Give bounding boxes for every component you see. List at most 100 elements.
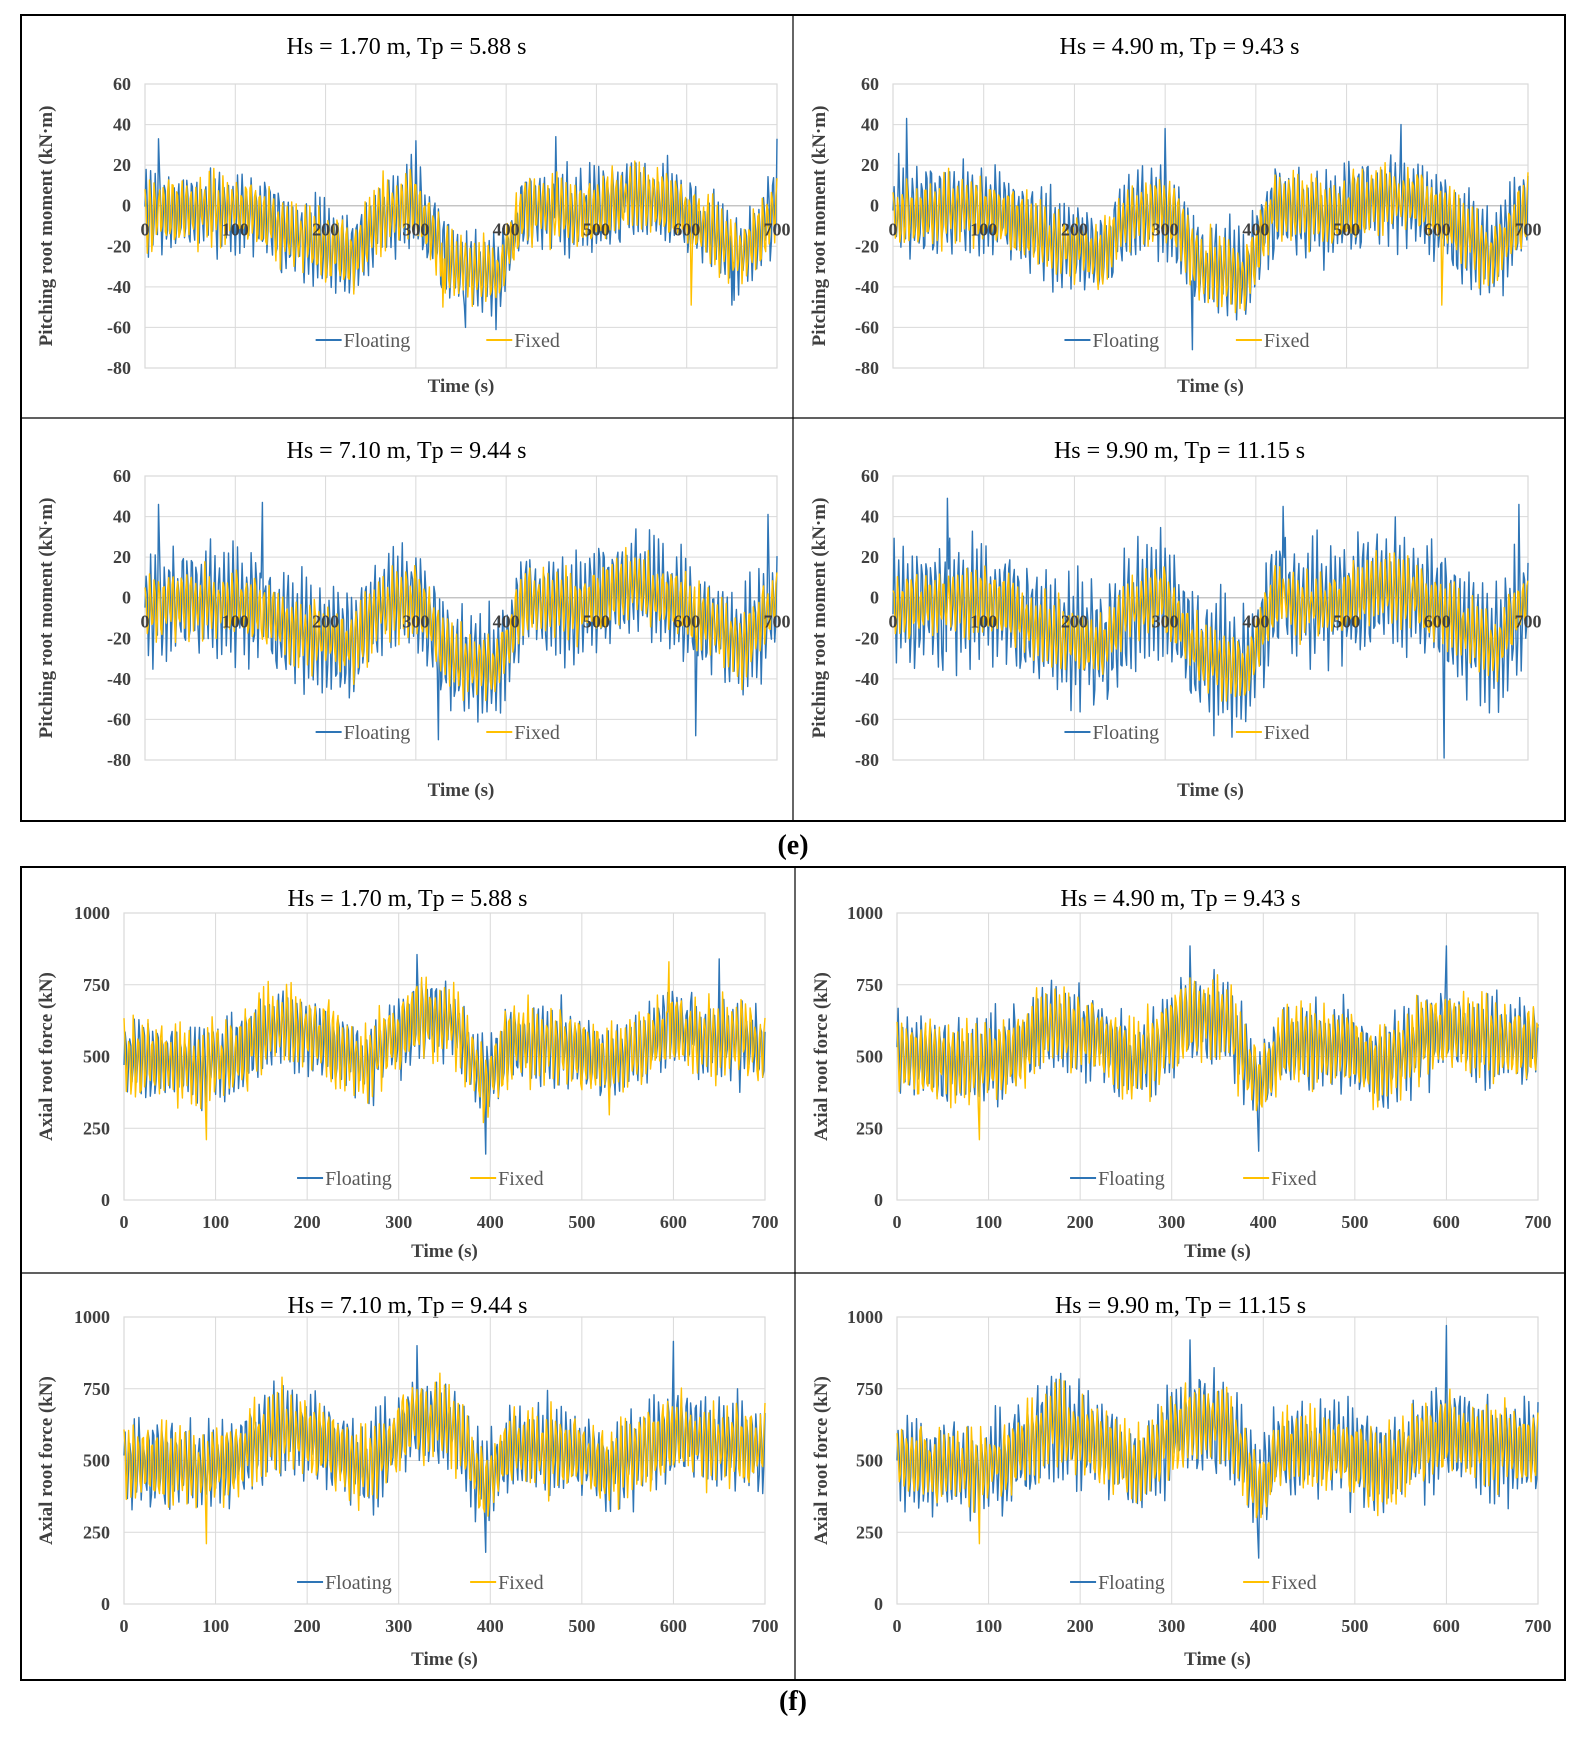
x-tick-label: 200 [294,1616,321,1636]
y-tick-label: 1000 [847,1307,883,1327]
x-tick-label: 200 [1067,1212,1094,1232]
y-tick-label: -80 [855,358,879,378]
legend-fixed-label: Fixed [498,1572,544,1594]
x-tick-label: 300 [1158,1616,1185,1636]
x-axis-title: Time (s) [428,376,495,397]
y-tick-label: 250 [856,1118,883,1138]
x-tick-label: 500 [568,1616,595,1636]
y-tick-label: -60 [107,317,131,337]
y-tick-label: 0 [874,1594,883,1614]
x-tick-label: 500 [583,612,610,632]
x-tick-label: 600 [1424,612,1451,632]
x-tick-label: 500 [1333,220,1360,240]
x-axis-title: Time (s) [1184,1241,1251,1262]
panel-f-label: (f) [779,1686,807,1717]
legend-floating-label: Floating [1098,1572,1165,1594]
x-tick-label: 300 [402,612,429,632]
x-axis-title: Time (s) [1184,1649,1251,1670]
y-tick-label: -40 [855,277,879,297]
y-tick-label: 0 [870,588,879,608]
x-tick-label: 700 [1525,1616,1552,1636]
chart-title: Hs = 4.90 m, Tp = 9.43 s [1060,34,1300,60]
y-tick-label: 40 [861,115,879,135]
x-tick-label: 100 [970,220,997,240]
legend-fixed-label: Fixed [514,330,560,352]
y-tick-label: 500 [856,1451,883,1471]
x-tick-label: 700 [764,612,791,632]
y-tick-label: 40 [113,115,131,135]
x-tick-label: 300 [1152,220,1179,240]
chart-1: Hs = 4.90 m, Tp = 9.43 s6040200-20-40-60… [809,34,1542,397]
series-line-fixed [144,160,778,308]
y-tick-label: 0 [101,1190,110,1210]
y-tick-label: -80 [107,358,131,378]
y-tick-label: 0 [122,196,131,216]
chart-6: Hs = 7.10 m, Tp = 9.44 s 1000 750 500 250 00 1… [36,1293,779,1670]
y-tick-label: 1000 [847,903,883,923]
x-tick-label: 400 [1250,1212,1277,1232]
chart-title: Hs = 1.70 m, Tp = 5.88 s [288,886,528,912]
y-axis-title: Axial root force (kN) [811,1376,832,1545]
y-tick-label: 0 [870,196,879,216]
chart-title: Hs = 9.90 m, Tp = 11.15 s [1055,1293,1306,1319]
y-tick-label: 1000 [74,903,110,923]
y-axis-title: Pitching root moment (kN·m) [36,498,57,739]
x-tick-label: 0 [120,1616,129,1636]
series-line-fixed [144,546,778,702]
chart-7: Hs = 9.90 m, Tp = 11.15 s 1000 750 500 250 00… [811,1293,1552,1670]
y-tick-label: 40 [113,507,131,527]
x-tick-label: 100 [202,1212,229,1232]
y-tick-label: -60 [855,317,879,337]
y-tick-label: 40 [861,507,879,527]
legend-fixed-label: Fixed [1271,1168,1317,1190]
y-tick-label: 750 [83,975,110,995]
x-tick-label: 600 [673,612,700,632]
y-tick-label: 60 [861,466,879,486]
y-tick-label: 0 [101,1594,110,1614]
x-axis-title: Time (s) [1177,780,1244,801]
chart-title: Hs = 7.10 m, Tp = 9.44 s [288,1293,528,1319]
x-axis-title: Time (s) [411,1241,478,1262]
chart-title: Hs = 1.70 m, Tp = 5.88 s [287,34,527,60]
y-tick-label: 60 [113,466,131,486]
x-tick-label: 600 [1433,1616,1460,1636]
y-tick-label: 250 [856,1522,883,1542]
x-tick-label: 400 [1250,1616,1277,1636]
y-axis-title: Axial root force (kN) [811,972,832,1141]
chart-3: Hs = 9.90 m, Tp = 11.15 s6040200-20-40-6… [809,438,1542,801]
x-tick-label: 200 [1061,612,1088,632]
y-tick-label: -40 [107,669,131,689]
x-tick-label: 500 [568,1212,595,1232]
y-tick-label: -60 [855,709,879,729]
x-tick-label: 100 [202,1616,229,1636]
y-tick-label: 750 [856,975,883,995]
x-tick-label: 700 [1525,1212,1552,1232]
x-tick-label: 0 [889,612,898,632]
y-tick-label: 60 [861,74,879,94]
y-tick-label: 0 [122,588,131,608]
y-tick-label: 0 [874,1190,883,1210]
series-line-fixed [896,1378,1539,1545]
y-tick-label: 750 [856,1379,883,1399]
panel-e-label: (e) [777,830,809,861]
y-tick-label: 20 [861,547,879,567]
y-tick-label: -20 [855,236,879,256]
y-tick-label: -80 [107,750,131,770]
legend-floating-label: Floating [1098,1168,1165,1190]
y-tick-label: 20 [113,547,131,567]
x-tick-label: 500 [1333,612,1360,632]
x-tick-label: 0 [889,220,898,240]
x-tick-label: 600 [660,1212,687,1232]
legend-floating-label: Floating [344,722,411,744]
x-tick-label: 600 [660,1616,687,1636]
x-tick-label: 700 [752,1212,779,1232]
x-tick-label: 0 [120,1212,129,1232]
x-tick-label: 600 [1433,1212,1460,1232]
x-tick-label: 0 [141,220,150,240]
x-tick-label: 300 [402,220,429,240]
x-axis-title: Time (s) [428,780,495,801]
y-axis-title: Pitching root moment (kN·m) [36,106,57,347]
y-axis-title: Pitching root moment (kN·m) [809,106,830,347]
x-tick-label: 200 [1067,1616,1094,1636]
